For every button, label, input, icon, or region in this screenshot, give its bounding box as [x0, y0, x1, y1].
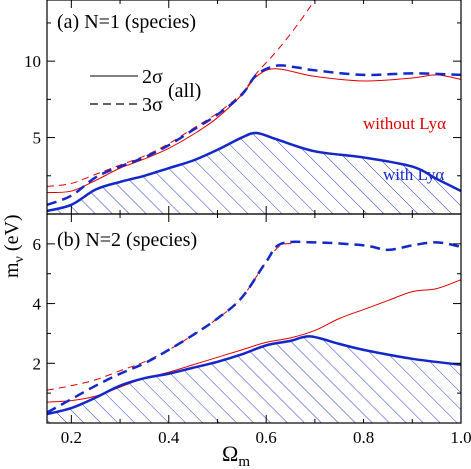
x-tick-label: 0.2	[61, 428, 82, 447]
legend-label-2sigma: 2σ	[142, 66, 163, 88]
panel-a-series	[47, 0, 461, 213]
y-tick-label-b: 2	[33, 354, 42, 373]
panel-a-label: (a) N=1 (species)	[57, 11, 196, 33]
panel-b-series	[47, 240, 461, 416]
series-line-b-3-3sigma-with-lya	[47, 240, 461, 414]
y-tick-label-a: 5	[33, 129, 42, 148]
legend-label-3sigma: 3σ	[142, 94, 163, 116]
panel-b-frame	[46, 213, 462, 424]
panel-b-label: (b) N=2 (species)	[57, 229, 197, 251]
panel-a-ticks: 5 10	[24, 0, 462, 214]
y-axis-label-unit: (eV)	[1, 214, 23, 256]
panel-a-hatched-region	[47, 132, 461, 214]
legend-group-label: (all)	[168, 80, 201, 102]
series-line-b-2-2sigma-with-lya	[47, 335, 461, 416]
y-axis-label-main: m	[1, 262, 23, 278]
panel-b: 2 4 6 0.2 0.4 0.6 0.8 1.0 (b) N=2 (species)	[33, 213, 471, 447]
x-tick-label: 0.6	[256, 428, 277, 447]
legend: 2σ 3σ (all)	[90, 66, 201, 116]
series-line-a-1-3sigma-without-lya	[47, 0, 316, 187]
series-line-b-0-2sigma-without-lya	[47, 279, 461, 403]
x-tick-label: 1.0	[450, 428, 471, 447]
y-axis-label-sub: ν	[12, 256, 27, 262]
y-tick-label-b: 4	[33, 295, 42, 314]
x-tick-label: 0.4	[158, 428, 180, 447]
panel-a: 5 10 (a) N=1 (species) 2σ 3σ (all) withou…	[24, 0, 462, 215]
series-line-a-3-3sigma-with-lya	[47, 64, 461, 207]
panel-b-hatched-region	[47, 336, 461, 423]
panel-b-ticks: 2 4 6 0.2 0.4 0.6 0.8 1.0	[33, 214, 471, 447]
x-axis-label-sub: m	[238, 454, 250, 469]
y-axis-label: mν (eV)	[1, 214, 27, 278]
series-line-a-2-2sigma-with-lya	[47, 131, 461, 213]
y-tick-label-b: 6	[33, 235, 42, 254]
annotation-without-lya: without Lyα	[363, 114, 446, 133]
annotation-with-lya: with Lyα	[383, 165, 444, 184]
hatched-area-a	[47, 132, 461, 214]
y-tick-label-a: 10	[24, 52, 41, 71]
hatched-area-b	[47, 336, 461, 423]
x-axis-label: Ωm	[222, 441, 250, 469]
x-axis-label-main: Ω	[222, 441, 238, 466]
x-tick-label: 0.8	[353, 428, 374, 447]
